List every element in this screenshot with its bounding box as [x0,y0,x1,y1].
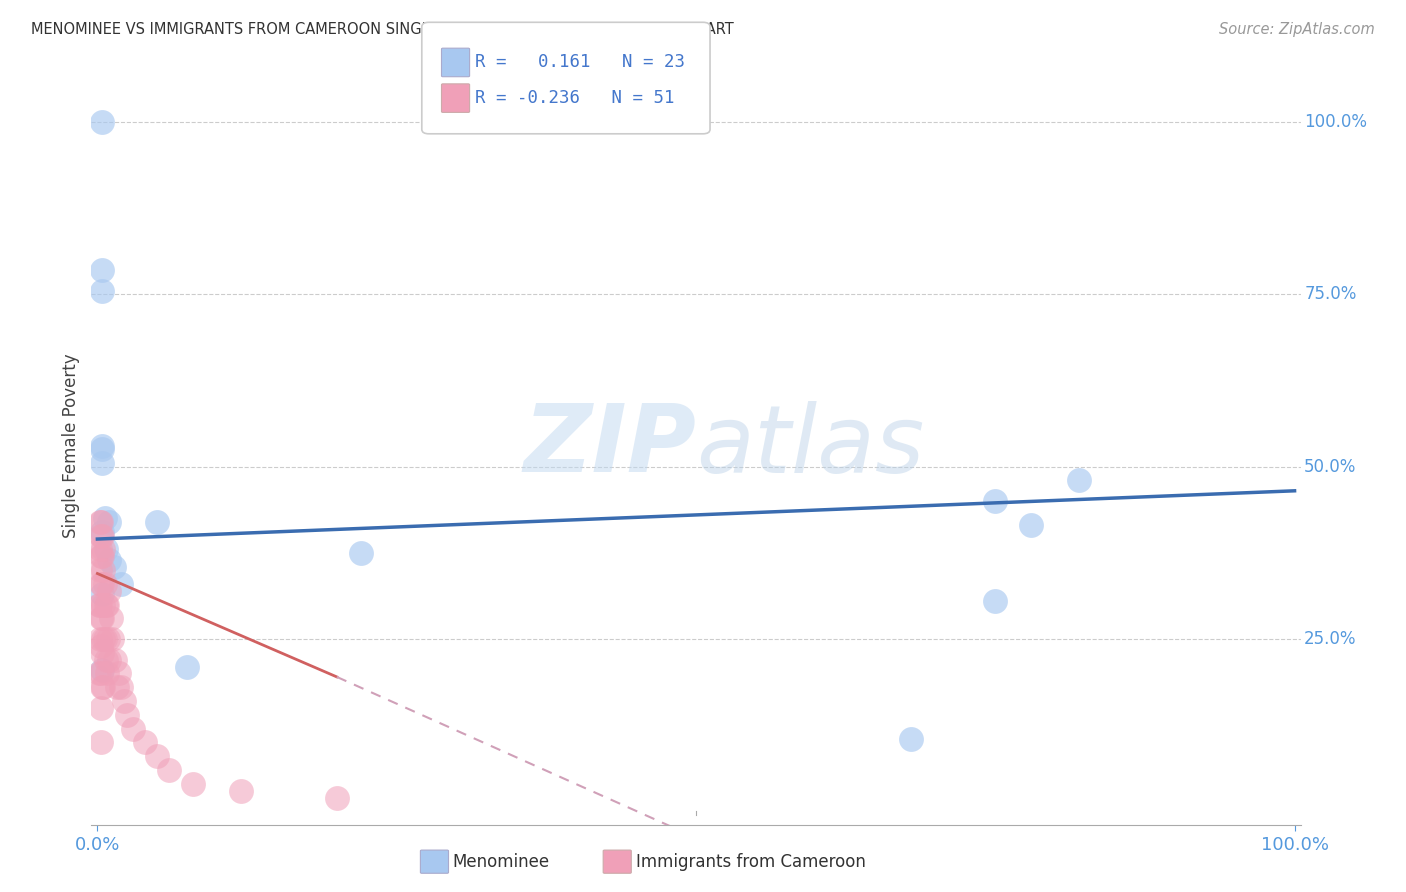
Text: Immigrants from Cameroon: Immigrants from Cameroon [636,853,865,871]
Point [104,653,127,667]
Text: R = -0.236   N = 51: R = -0.236 N = 51 [475,89,675,107]
Point [93,680,115,694]
Point [181,777,204,791]
Point [108,666,131,681]
Point [176,659,198,673]
Point [146,515,169,529]
Point [94,542,117,557]
Text: 75.0%: 75.0% [1305,285,1357,303]
Point [110,680,132,694]
Point [1019,518,1042,533]
Point [984,594,1007,608]
Point [122,722,145,736]
Point [89,563,111,577]
Point [91,115,114,129]
Point [98,515,121,529]
Point [89,542,111,557]
Point [93,563,115,577]
Point [117,707,139,722]
Point [100,611,122,625]
Text: Menominee: Menominee [453,853,550,871]
Point [91,646,114,660]
Point [90,577,112,591]
Point [90,528,112,542]
Point [94,598,117,612]
Point [98,583,121,598]
Point [157,763,180,777]
Point [900,731,922,746]
Point [96,598,118,612]
Point [90,701,112,715]
Text: ZIP: ZIP [523,400,696,492]
Point [91,611,114,625]
Point [91,263,114,277]
Text: 100.0%: 100.0% [1305,113,1367,131]
Point [90,549,112,564]
Point [93,511,115,525]
Point [96,666,118,681]
Point [91,577,114,591]
Point [91,680,114,694]
Point [91,549,114,564]
Point [90,666,112,681]
Point [89,515,111,529]
Point [93,542,115,557]
Point [89,598,111,612]
Point [89,632,111,646]
Point [91,284,114,298]
Point [93,577,115,591]
Y-axis label: Single Female Poverty: Single Female Poverty [62,354,80,538]
Point [97,632,120,646]
Text: R =   0.161   N = 23: R = 0.161 N = 23 [475,54,685,71]
Point [90,611,112,625]
Point [91,663,114,677]
Point [984,494,1007,508]
Point [91,587,114,601]
Point [91,442,114,457]
Text: atlas: atlas [696,401,924,491]
Point [91,525,114,540]
Point [229,783,252,797]
Point [105,680,128,694]
Point [100,632,122,646]
Point [93,632,115,646]
Point [1067,474,1090,488]
Point [326,790,349,805]
Point [350,546,373,560]
Point [98,553,121,567]
Text: 25.0%: 25.0% [1305,630,1357,648]
Point [91,456,114,470]
Point [87,598,110,612]
Point [146,749,169,764]
Text: Source: ZipAtlas.com: Source: ZipAtlas.com [1219,22,1375,37]
Point [90,515,112,529]
Point [91,439,114,453]
Text: MENOMINEE VS IMMIGRANTS FROM CAMEROON SINGLE FEMALE POVERTY CORRELATION CHART: MENOMINEE VS IMMIGRANTS FROM CAMEROON SI… [31,22,734,37]
Point [87,666,110,681]
Point [90,735,112,749]
Point [94,653,117,667]
Point [103,559,125,574]
Text: 50.0%: 50.0% [1305,458,1357,475]
Point [134,735,156,749]
Point [112,694,135,708]
Point [93,598,115,612]
Point [110,577,132,591]
Point [98,653,121,667]
Point [90,639,112,653]
Point [91,528,114,542]
Point [93,632,115,646]
